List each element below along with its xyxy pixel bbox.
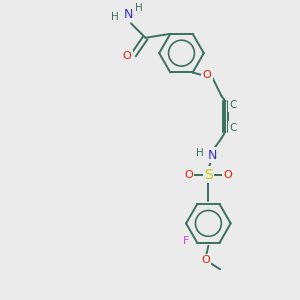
Text: N: N: [208, 148, 217, 162]
Text: O: O: [201, 255, 210, 265]
Text: N: N: [124, 8, 133, 21]
Text: H: H: [135, 3, 143, 13]
Text: O: O: [203, 70, 212, 80]
Text: O: O: [123, 51, 131, 61]
Text: S: S: [204, 168, 213, 182]
Text: O: O: [224, 170, 233, 180]
Text: F: F: [183, 236, 189, 246]
Text: H: H: [196, 148, 204, 158]
Text: O: O: [184, 170, 193, 180]
Text: H: H: [111, 12, 119, 22]
Text: C: C: [230, 100, 237, 110]
Text: C: C: [230, 123, 237, 133]
